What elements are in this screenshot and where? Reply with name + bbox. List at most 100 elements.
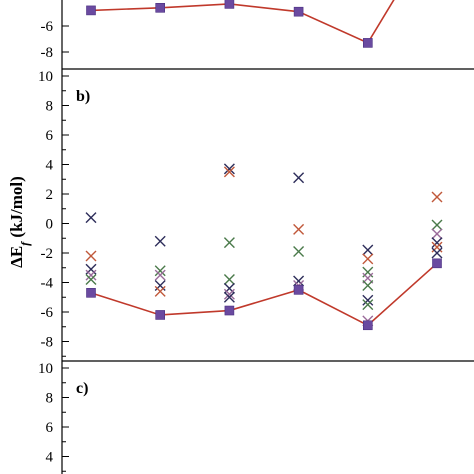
series-marker bbox=[155, 2, 165, 13]
scatter-stroke bbox=[362, 294, 374, 306]
series-marker bbox=[224, 0, 235, 9]
y-tick-label: 4 bbox=[46, 450, 54, 466]
scatter-stroke bbox=[223, 274, 235, 286]
scatter-point bbox=[362, 279, 374, 291]
scatter-point bbox=[85, 250, 97, 262]
scatter-stroke bbox=[223, 163, 235, 175]
scatter-point bbox=[293, 275, 305, 287]
scatter-stroke bbox=[85, 269, 97, 281]
scatter-point bbox=[223, 282, 235, 294]
scatter-point bbox=[431, 228, 443, 240]
scatter-stroke bbox=[154, 269, 166, 281]
scatter-stroke bbox=[362, 299, 374, 311]
scatter-point bbox=[154, 269, 166, 281]
scatter-stroke bbox=[431, 191, 443, 203]
plot-area bbox=[86, 0, 395, 48]
scatter-point bbox=[223, 288, 235, 300]
y-tick-label: -6 bbox=[41, 19, 54, 35]
series-marker bbox=[432, 258, 442, 269]
scatter-stroke bbox=[223, 166, 235, 178]
scatter-point bbox=[293, 223, 305, 235]
scatter-point bbox=[431, 191, 443, 203]
scatter-point bbox=[362, 266, 374, 278]
scatter-point bbox=[154, 279, 166, 291]
series-marker bbox=[86, 5, 96, 16]
series-marker bbox=[362, 320, 373, 331]
scatter-stroke bbox=[85, 250, 97, 262]
scatter-point bbox=[85, 269, 97, 281]
scatter-point bbox=[85, 263, 97, 275]
scatter-stroke bbox=[293, 172, 305, 184]
scatter-stroke bbox=[293, 275, 305, 287]
y-tick-label: -2 bbox=[41, 246, 54, 262]
y-axis-label-tail: (kJ/mol) bbox=[7, 176, 26, 242]
y-tick-label: 2 bbox=[46, 187, 54, 203]
scatter-point bbox=[431, 237, 443, 249]
scatter-stroke bbox=[293, 223, 305, 235]
scatter-stroke bbox=[431, 219, 443, 231]
series-line bbox=[90, 0, 395, 44]
plot-area bbox=[85, 163, 443, 331]
series-marker bbox=[224, 305, 235, 316]
scatter-point bbox=[154, 235, 166, 247]
y-tick-label: -4 bbox=[41, 276, 54, 292]
series-marker bbox=[86, 288, 96, 298]
scatter-point bbox=[223, 163, 235, 175]
scatter-stroke bbox=[154, 235, 166, 247]
scatter-stroke bbox=[362, 253, 374, 265]
scatter-point bbox=[223, 274, 235, 286]
series-marker bbox=[293, 285, 304, 295]
scatter-point bbox=[362, 253, 374, 265]
series-marker bbox=[362, 38, 373, 48]
scatter-point bbox=[85, 212, 97, 224]
scatter-stroke bbox=[293, 246, 305, 258]
y-tick-label: 0 bbox=[46, 217, 54, 233]
y-tick-label: -8 bbox=[41, 45, 54, 61]
y-axis-label-sub: f bbox=[18, 241, 32, 246]
y-tick-label: -8 bbox=[41, 335, 54, 351]
scatter-stroke bbox=[154, 285, 166, 297]
scatter-point bbox=[362, 244, 374, 256]
scatter-point bbox=[223, 291, 235, 303]
scatter-point bbox=[362, 294, 374, 306]
series-marker bbox=[293, 6, 304, 17]
y-tick-label: 4 bbox=[46, 158, 54, 174]
scatter-point bbox=[85, 274, 97, 286]
scatter-stroke bbox=[431, 247, 443, 259]
scatter-point bbox=[362, 299, 374, 311]
scatter-stroke bbox=[362, 244, 374, 256]
scatter-stroke bbox=[431, 228, 443, 240]
scatter-stroke bbox=[362, 279, 374, 291]
scatter-stroke bbox=[85, 274, 97, 286]
y-tick-label: 6 bbox=[46, 420, 54, 436]
scatter-point bbox=[293, 172, 305, 184]
scatter-stroke bbox=[223, 288, 235, 300]
scatter-stroke bbox=[223, 291, 235, 303]
scatter-point bbox=[293, 246, 305, 258]
y-tick-label: 10 bbox=[38, 69, 53, 85]
scatter-point bbox=[154, 265, 166, 277]
scatter-point bbox=[223, 237, 235, 249]
scatter-stroke bbox=[223, 237, 235, 249]
y-tick-label: 8 bbox=[46, 391, 54, 407]
scatter-point bbox=[154, 285, 166, 297]
scatter-stroke bbox=[431, 237, 443, 249]
panel-c: 10 8 6 4 c) bbox=[38, 361, 88, 474]
y-tick-label: -6 bbox=[41, 305, 54, 321]
y-tick-label: 10 bbox=[38, 361, 53, 377]
y-axis-label: ΔEf (kJ/mol) bbox=[7, 176, 32, 268]
panel-label: c) bbox=[76, 380, 88, 397]
panel-label: b) bbox=[76, 88, 90, 105]
scatter-point bbox=[223, 166, 235, 178]
scatter-point bbox=[431, 219, 443, 231]
series-line bbox=[90, 262, 438, 327]
y-tick-label: 8 bbox=[46, 99, 54, 115]
panel-a: -6 -8 bbox=[41, 0, 474, 70]
y-tick-label: 6 bbox=[46, 128, 54, 144]
series-marker bbox=[155, 310, 165, 320]
scatter-stroke bbox=[154, 265, 166, 277]
scatter-stroke bbox=[85, 212, 97, 224]
y-axis-label-main: ΔE bbox=[7, 246, 26, 268]
panel-b: 10 8 6 4 2 0 -2 -4 -6 -8 b) bbox=[38, 69, 474, 362]
